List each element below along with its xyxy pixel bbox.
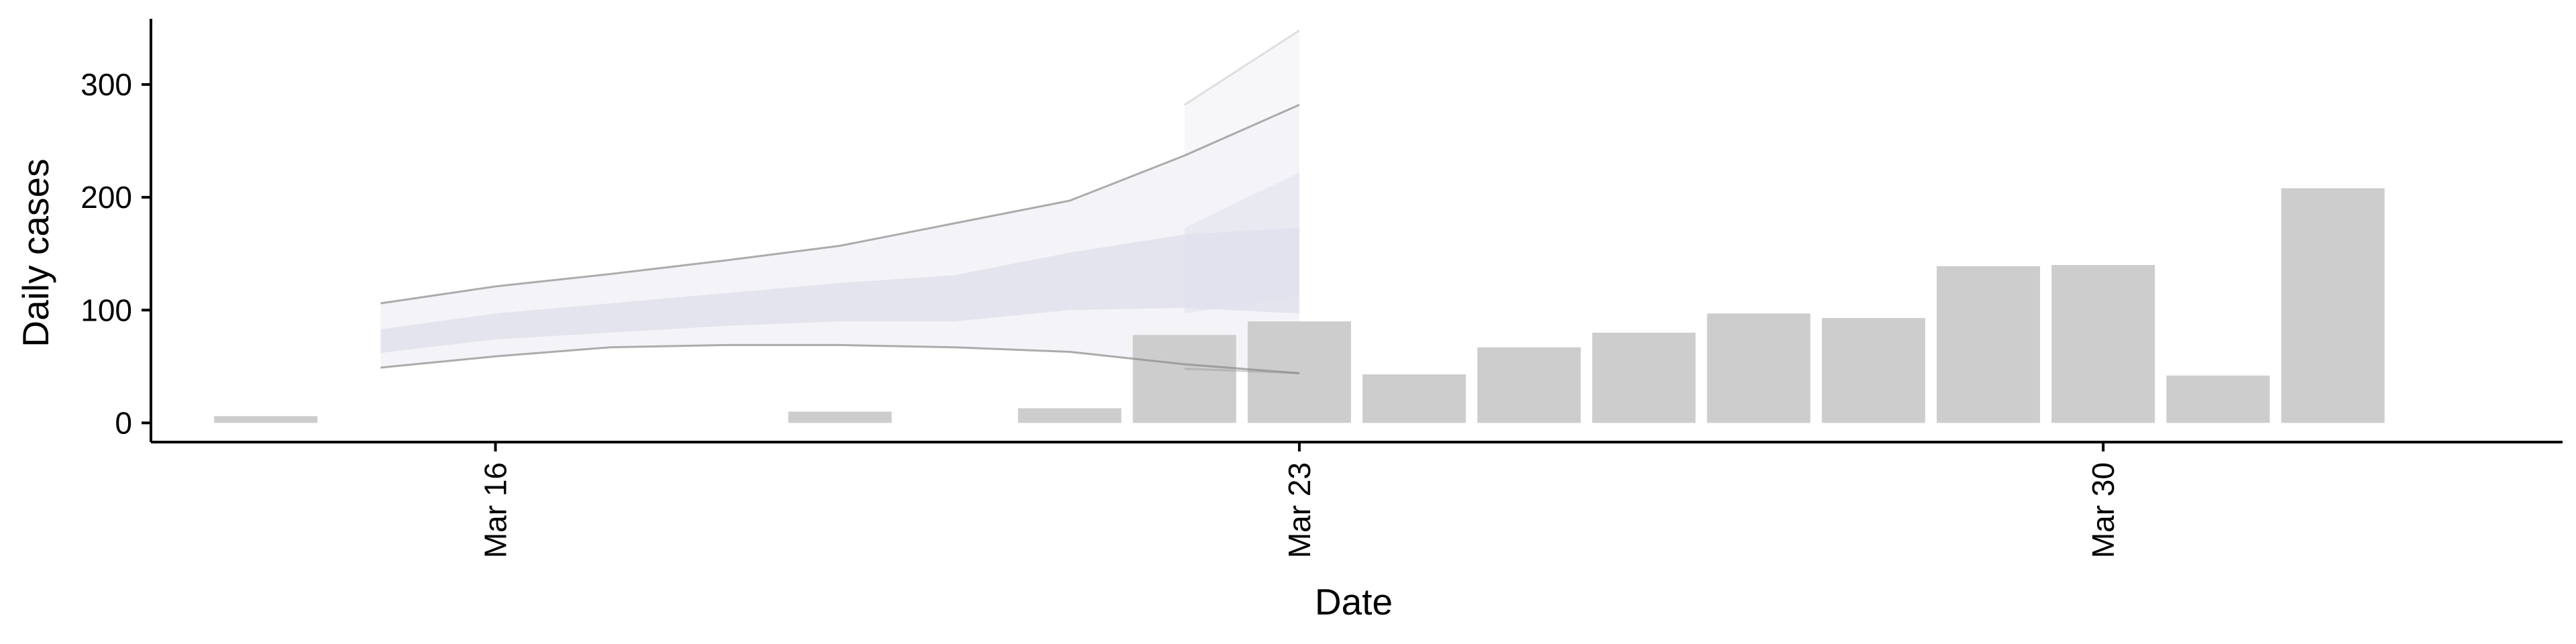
bar-2020-04-01 bbox=[2281, 188, 2385, 423]
bar-2020-03-29 bbox=[1937, 266, 2041, 423]
y-tick-label-100: 100 bbox=[80, 292, 132, 327]
x-tick-label-2020-03-16: Mar 16 bbox=[478, 462, 513, 558]
bar-2020-03-25 bbox=[1477, 347, 1581, 423]
forecast-ribbon-50 bbox=[380, 227, 1299, 354]
y-tick-label-300: 300 bbox=[80, 67, 132, 102]
y-tick-label-200: 200 bbox=[80, 180, 132, 215]
x-axis-title: Date bbox=[1315, 581, 1393, 623]
axes: 0 100 200 300 Mar 16 Mar 23 Mar 30 bbox=[80, 19, 2563, 558]
y-axis-title: Daily cases bbox=[15, 158, 56, 347]
bar-2020-03-27 bbox=[1707, 313, 1811, 423]
bar-2020-03-19 bbox=[788, 411, 892, 423]
bar-2020-03-28 bbox=[1821, 318, 1925, 423]
bars-group bbox=[214, 188, 2385, 423]
forecast-lower-line bbox=[380, 343, 1300, 374]
bar-2020-03-26 bbox=[1592, 332, 1696, 423]
forecast-lower-line-extension bbox=[1184, 368, 1299, 374]
y-tick-label-0: 0 bbox=[115, 405, 132, 440]
forecast-upper-line-extension bbox=[1183, 29, 1300, 106]
x-tick-label-2020-03-30: Mar 30 bbox=[2086, 462, 2121, 558]
bar-2020-03-31 bbox=[2166, 375, 2270, 423]
bar-2020-03-23 bbox=[1247, 321, 1351, 423]
bar-2020-03-22 bbox=[1132, 335, 1236, 423]
bar-2020-03-21 bbox=[1018, 408, 1122, 423]
bar-2020-03-30 bbox=[2051, 264, 2155, 423]
bar-2020-03-24 bbox=[1362, 374, 1466, 423]
forecast-ribbons bbox=[380, 30, 1299, 374]
bar-2020-03-14 bbox=[214, 416, 318, 423]
forecast-upper-line bbox=[380, 103, 1300, 305]
forecast-ribbon-50-extension bbox=[1184, 172, 1299, 314]
x-tick-label-2020-03-23: Mar 23 bbox=[1282, 462, 1317, 558]
forecast-outlines bbox=[380, 29, 1300, 374]
